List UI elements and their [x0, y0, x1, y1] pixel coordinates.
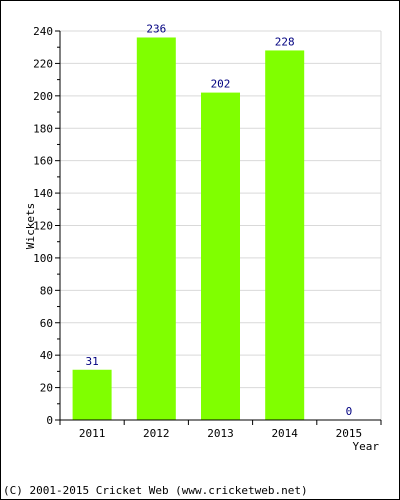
- x-tick-labels: 2011 2012 2013 2014 2015: [79, 427, 362, 440]
- y-tick-label: 200: [33, 90, 53, 103]
- bar-2011: [72, 369, 112, 420]
- y-tick-label: 60: [40, 317, 53, 330]
- bar-2013: [201, 92, 240, 420]
- bars: [72, 37, 305, 420]
- y-axis-title: Wickets: [24, 203, 37, 249]
- y-tick-label: 0: [46, 414, 53, 427]
- data-label-2011: 31: [85, 355, 98, 368]
- y-tick-label: 220: [33, 57, 53, 70]
- data-label-2015: 0: [346, 405, 353, 418]
- y-tick-label: 80: [40, 284, 53, 297]
- data-label-2014: 228: [275, 35, 295, 48]
- bar-2014: [265, 50, 305, 420]
- y-tick-label: 160: [33, 155, 53, 168]
- data-label-2013: 202: [211, 78, 231, 91]
- y-tick-labels: 0 20 40 60 80 100 120 140 160 180 200 220 240: [33, 25, 53, 427]
- x-tick-label: 2011: [79, 427, 106, 440]
- bar-2012: [136, 37, 176, 420]
- y-tick-label: 240: [33, 25, 53, 38]
- y-tick-label: 120: [33, 220, 53, 233]
- y-tick-label: 140: [33, 187, 53, 200]
- y-tick-label: 100: [33, 252, 53, 265]
- data-label-2012: 236: [146, 22, 166, 35]
- x-axis-title: Year: [353, 440, 380, 453]
- x-tick-label: 2012: [143, 427, 170, 440]
- x-tick-label: 2013: [207, 427, 234, 440]
- y-tick-label: 20: [40, 382, 53, 395]
- x-tick-label: 2015: [336, 427, 363, 440]
- x-tick-label: 2014: [271, 427, 298, 440]
- copyright-footer: (C) 2001-2015 Cricket Web (www.cricketwe…: [3, 484, 308, 497]
- y-tick-label: 180: [33, 122, 53, 135]
- data-labels: 31 236 202 228 0: [85, 22, 352, 418]
- y-tick-label: 40: [40, 349, 53, 362]
- axes: [55, 30, 382, 425]
